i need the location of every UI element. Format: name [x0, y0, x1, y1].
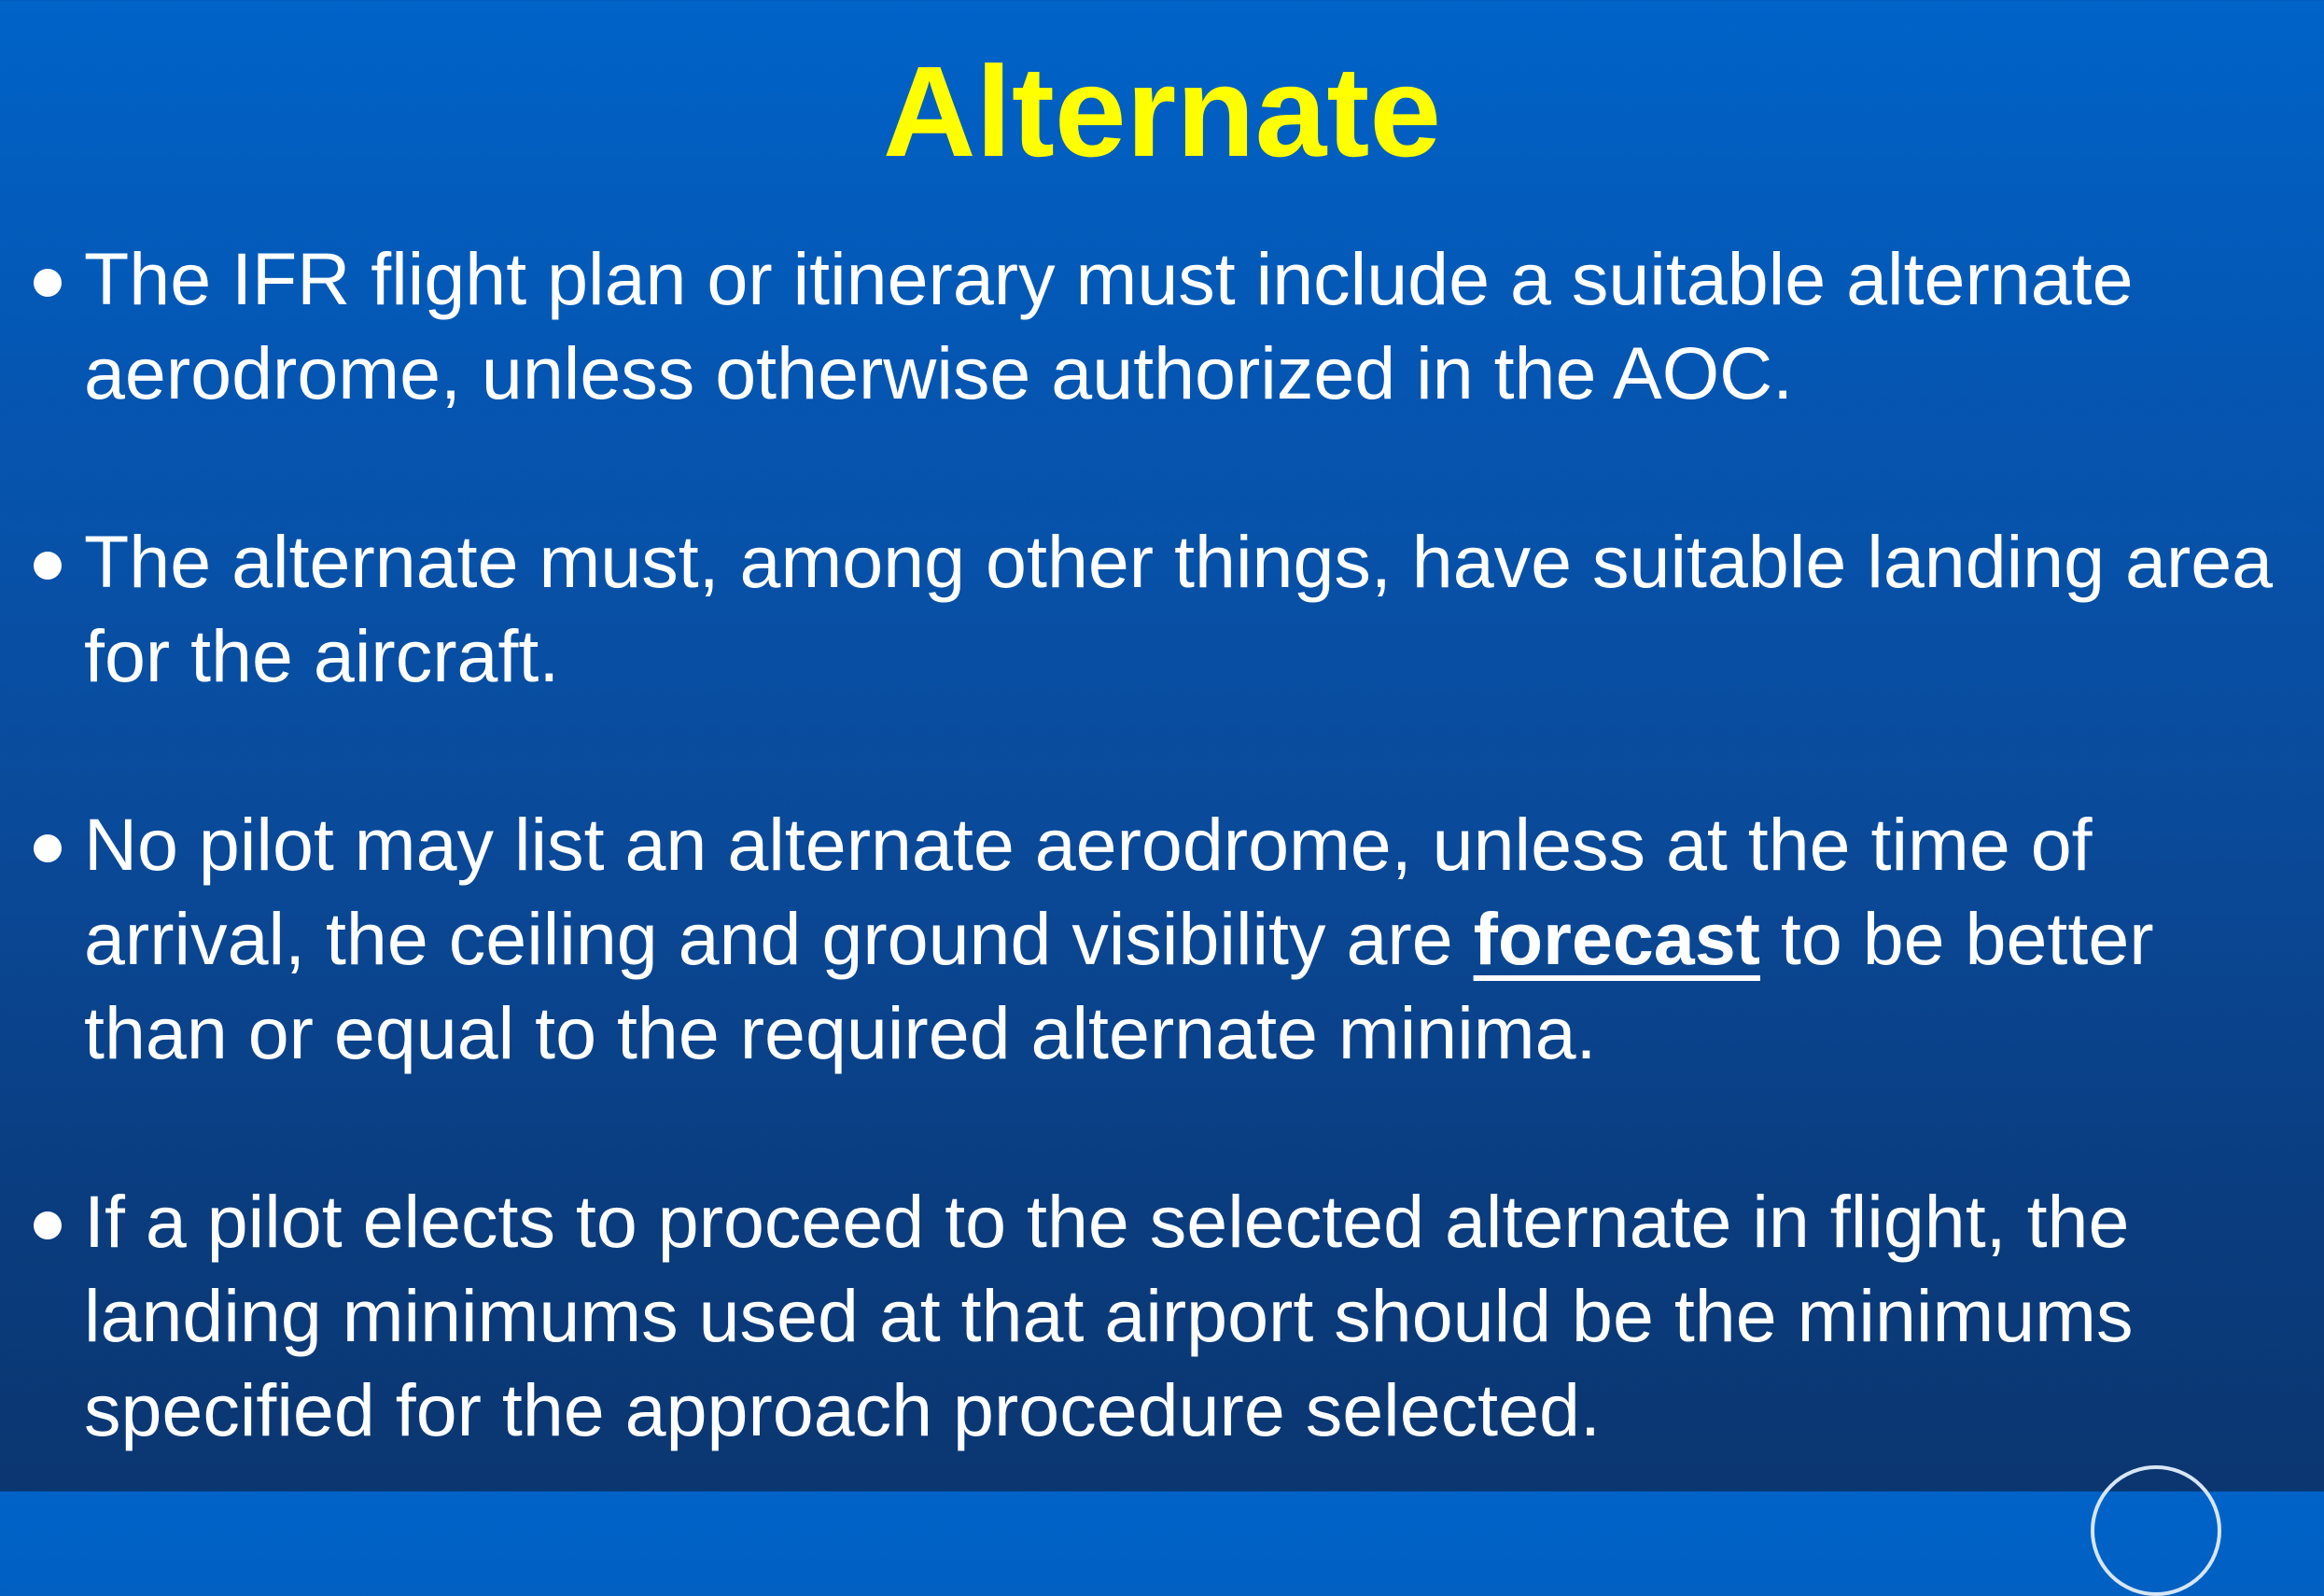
slide-title: Alternate [882, 40, 1442, 184]
bullet-item: If a pilot elects to proceed to the sele… [28, 1174, 2305, 1457]
emphasized-word: forecast [1473, 897, 1760, 980]
bullet-text: The IFR flight plan or itinerary must in… [84, 237, 2134, 414]
bullet-list: The IFR flight plan or itinerary must in… [28, 231, 2305, 1551]
bullet-text-after: to be better than or equal to the requir… [84, 897, 2154, 1074]
bullet-dot-icon [34, 269, 62, 297]
bullet-text: The alternate must, among other things, … [84, 520, 2274, 697]
bullet-dot-icon [34, 834, 62, 862]
bullet-dot-icon [34, 1211, 62, 1239]
bullet-text-before: No pilot may list an alternate aerodrome… [84, 803, 2093, 980]
bullet-item: No pilot may list an alternate aerodrome… [28, 797, 2305, 1080]
bullet-dot-icon [34, 552, 62, 580]
seal-logo-icon [2091, 1465, 2221, 1596]
bullet-text: If a pilot elects to proceed to the sele… [84, 1180, 2134, 1451]
bullet-item: The alternate must, among other things, … [28, 514, 2305, 703]
slide: Alternate The IFR flight plan or itinera… [882, 40, 2221, 1596]
bullet-item: The IFR flight plan or itinerary must in… [28, 231, 2305, 420]
